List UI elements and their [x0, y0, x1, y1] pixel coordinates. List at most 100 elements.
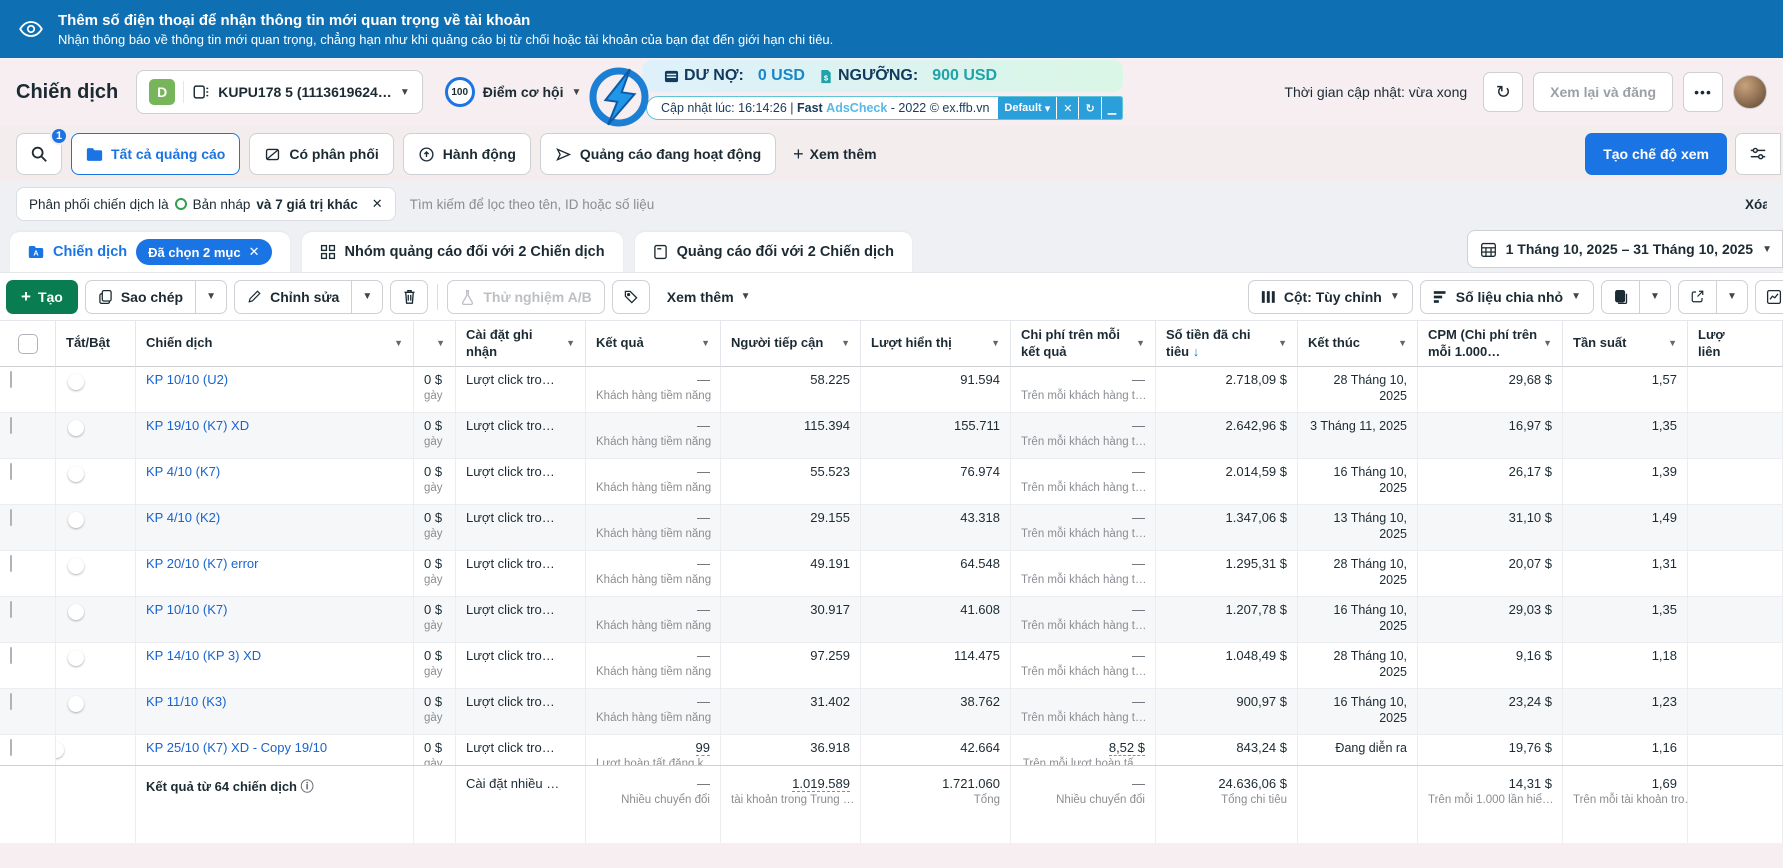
- create-button[interactable]: + Tạo: [6, 279, 78, 314]
- row-checkbox[interactable]: [10, 417, 12, 434]
- link-clicks-cell: [1688, 505, 1783, 551]
- campaign-name-link[interactable]: KP 14/10 (KP 3) XD: [146, 648, 262, 663]
- row-checkbox[interactable]: [10, 371, 12, 388]
- search-button[interactable]: 1: [16, 127, 68, 175]
- chevron-down-icon: ▼: [399, 86, 410, 98]
- campaign-name-link[interactable]: KP 25/10 (K7) XD - Copy 19/10: [146, 740, 328, 755]
- attribution-cell: Lượt click tro…: [456, 689, 586, 735]
- row-checkbox[interactable]: [10, 463, 12, 480]
- edit-dropdown[interactable]: ▼: [351, 279, 384, 314]
- review-publish-button[interactable]: Xem lại và đăng: [1533, 72, 1673, 112]
- header-results[interactable]: Kết quả ▼: [586, 321, 721, 367]
- minimize-icon[interactable]: ▁: [1100, 97, 1123, 119]
- campaign-name-link[interactable]: KP 19/10 (K7) XD: [146, 418, 250, 433]
- chart-button[interactable]: [1755, 279, 1783, 314]
- refresh-button[interactable]: ↻: [1483, 72, 1524, 112]
- row-checkbox[interactable]: [10, 509, 12, 526]
- reach-cell: 31.402: [721, 689, 861, 735]
- edit-button[interactable]: Chỉnh sửa: [234, 279, 352, 314]
- reach-cell: 115.394: [721, 413, 861, 459]
- header-impressions[interactable]: Lượt hiển thị ▼: [861, 321, 1011, 367]
- campaign-name-link[interactable]: KP 20/10 (K7) error: [146, 556, 259, 571]
- reports-dropdown[interactable]: ▼: [1639, 279, 1671, 314]
- campaign-name-link[interactable]: KP 11/10 (K3): [146, 694, 227, 709]
- close-icon[interactable]: ✕: [1056, 97, 1079, 119]
- campaign-name-link[interactable]: KP 4/10 (K7): [146, 464, 221, 479]
- selected-count-badge[interactable]: Đã chọn 2 mục ✕: [136, 239, 272, 265]
- header-campaign[interactable]: Chiến dịch ▼: [136, 321, 414, 367]
- footer-spent: 24.636,06 $ Tổng chi tiêu: [1156, 766, 1298, 843]
- view-settings-button[interactable]: [1735, 133, 1781, 175]
- header-select-all[interactable]: [0, 321, 56, 367]
- table-row: KP 4/10 (K7) 0 $ gày Lượt click tro… — Khách …: [0, 459, 1783, 505]
- header-frequency[interactable]: Tần suất ▼: [1563, 321, 1688, 367]
- campaign-name-link[interactable]: KP 10/10 (K7): [146, 602, 228, 617]
- clear-filters-link[interactable]: Xóa: [1745, 196, 1767, 212]
- frequency-cell: 1,57: [1563, 367, 1688, 413]
- ab-test-button[interactable]: Thử nghiệm A/B: [447, 279, 605, 314]
- row-checkbox[interactable]: [10, 693, 12, 710]
- sort-desc-icon: ↓: [1192, 343, 1200, 359]
- header-cost-per-result[interactable]: Chi phí trên mỗi kết quả ▼: [1011, 321, 1156, 367]
- report-icon: [1613, 289, 1628, 305]
- budget-cell: 0 $ gày: [414, 689, 456, 735]
- row-checkbox[interactable]: [10, 739, 12, 756]
- header-cpm[interactable]: CPM (Chi phí trên mỗi 1.000… ▼: [1418, 321, 1563, 367]
- campaigns-table: Tắt/Bật Chiến dịch ▼ ▼ Cài đặt ghi nhận ▼ …: [0, 320, 1783, 843]
- campaign-name-link[interactable]: KP 4/10 (K2): [146, 510, 221, 525]
- tab-campaigns[interactable]: A Chiến dịch Đã chọn 2 mục ✕: [10, 232, 290, 272]
- row-toggle-cell: [56, 551, 136, 597]
- header-end[interactable]: Kết thúc ▼: [1298, 321, 1418, 367]
- header-link-clicks[interactable]: Lượ liên: [1688, 321, 1783, 367]
- link-clicks-cell: [1688, 459, 1783, 505]
- columns-button[interactable]: Cột: Tùy chỉnh ▼: [1247, 279, 1413, 314]
- duplicate-button[interactable]: Sao chép: [84, 279, 196, 314]
- export-button[interactable]: [1678, 279, 1716, 314]
- chip-actions[interactable]: Hành động: [402, 133, 531, 175]
- avatar[interactable]: [1733, 75, 1767, 109]
- row-checkbox[interactable]: [10, 601, 12, 618]
- header-spent[interactable]: Số tiền đã chi tiêu ↓ ▼: [1156, 321, 1298, 367]
- select-all-checkbox[interactable]: [17, 333, 38, 354]
- end-date-cell: 28 Tháng 10, 2025: [1298, 367, 1418, 413]
- chip-all-ads[interactable]: Tất cả quảng cáo: [71, 133, 241, 175]
- campaign-name-link[interactable]: KP 10/10 (U2): [146, 372, 229, 387]
- tab-ads[interactable]: Quảng cáo đối với 2 Chiến dịch: [634, 232, 912, 272]
- cost-per-result-cell: — Trên mỗi khách hàng t…: [1011, 459, 1156, 505]
- close-icon[interactable]: ✕: [248, 244, 260, 259]
- see-more-filters[interactable]: + Xem thêm: [793, 143, 877, 164]
- create-view-button[interactable]: Tạo chế độ xem: [1585, 133, 1727, 175]
- delete-button[interactable]: [390, 279, 429, 314]
- spent-cell: 1.347,06 $: [1156, 505, 1298, 551]
- opportunity-score[interactable]: 100 Điểm cơ hội ▼: [444, 77, 581, 107]
- date-range-picker[interactable]: 1 Tháng 10, 2025 – 31 Tháng 10, 2025 ▼: [1466, 230, 1783, 268]
- debt-value: 0 USD: [757, 67, 805, 84]
- row-select: [0, 413, 56, 459]
- remove-filter-icon[interactable]: ✕: [371, 196, 383, 211]
- link-clicks-cell: [1688, 643, 1783, 689]
- reports-button[interactable]: [1601, 279, 1639, 314]
- chip-active-ads[interactable]: Quảng cáo đang hoạt động: [539, 133, 777, 175]
- duplicate-dropdown[interactable]: ▼: [195, 279, 228, 314]
- header-reach[interactable]: Người tiếp cận ▼: [721, 321, 861, 367]
- chip-had-delivery[interactable]: Có phân phối: [249, 133, 394, 175]
- export-dropdown[interactable]: ▼: [1716, 279, 1748, 314]
- breakdown-button[interactable]: Số liệu chia nhỏ ▼: [1419, 279, 1594, 314]
- budget-cell: 0 $ gày: [414, 643, 456, 689]
- divider: [183, 81, 185, 103]
- refresh-icon[interactable]: ↻: [1078, 97, 1101, 119]
- cpm-cell: 20,07 $: [1418, 551, 1563, 597]
- account-selector[interactable]: D KUPU178 5 (1113619624… ▼: [136, 70, 423, 114]
- delivery-filter-pill[interactable]: Phân phối chiến dịch là Bản nháp và 7 gi…: [16, 187, 396, 221]
- row-checkbox[interactable]: [10, 555, 12, 572]
- header-budget[interactable]: ▼: [414, 321, 456, 367]
- header-attribution[interactable]: Cài đặt ghi nhận ▼: [456, 321, 586, 367]
- toolbar-see-more[interactable]: Xem thêm ▼: [666, 288, 751, 305]
- tag-button[interactable]: [611, 279, 650, 314]
- results-cell: — Khách hàng tiềm năng: [586, 551, 721, 597]
- row-checkbox[interactable]: [10, 647, 12, 664]
- more-options-button[interactable]: •••: [1683, 72, 1723, 112]
- filter-search-input[interactable]: Tìm kiếm để lọc theo tên, ID hoặc số liệ…: [409, 196, 655, 212]
- default-dropdown[interactable]: Default ▾: [997, 97, 1057, 119]
- tab-adsets[interactable]: Nhóm quảng cáo đối với 2 Chiến dịch: [301, 232, 623, 272]
